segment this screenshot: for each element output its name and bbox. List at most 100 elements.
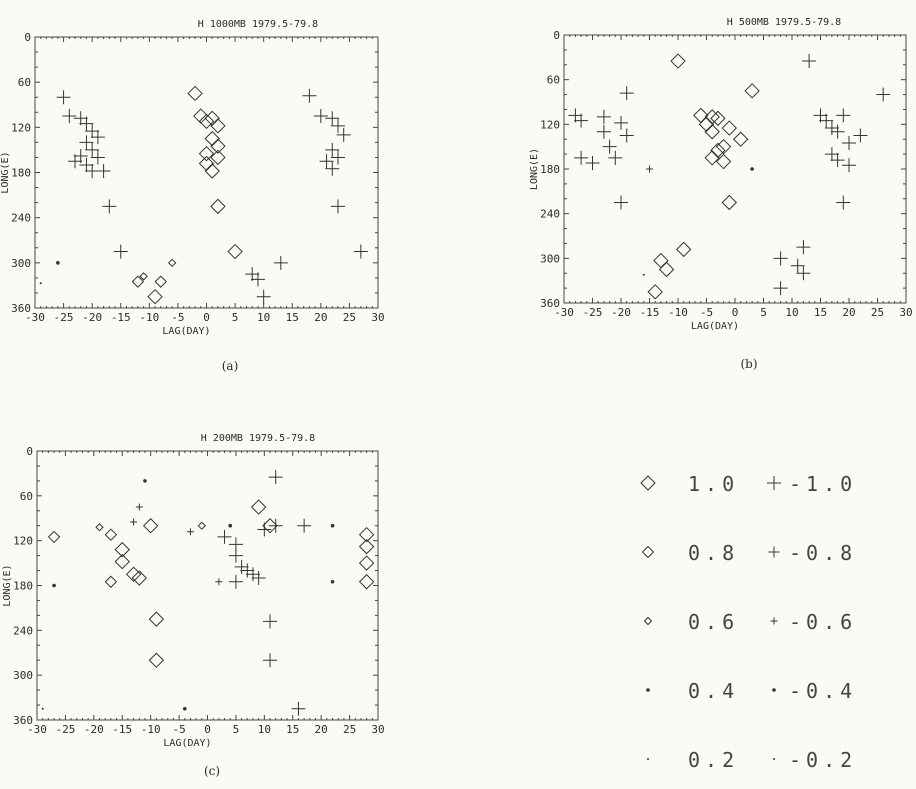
y-tick-label: 180 <box>13 580 33 593</box>
plus-marker <box>353 244 368 259</box>
legend: 1.0 -1.0 0.8 -0.8 0.6 -0.6 0.4 -0.4 0.2 -0.2 <box>640 472 852 772</box>
diamond-marker <box>187 85 203 102</box>
y-tick-label: 360 <box>11 302 31 315</box>
plus-marker <box>257 522 272 537</box>
y-tick-label: 120 <box>13 535 33 548</box>
diamond-marker <box>715 138 732 155</box>
chart-title: H 500MB 1979.5-79.8 <box>727 17 841 28</box>
x-tick-label: -10 <box>141 723 161 736</box>
plus-marker <box>824 147 839 162</box>
diamond-marker <box>131 275 145 288</box>
diamond-marker <box>147 289 163 305</box>
x-tick-label: 10 <box>258 723 271 736</box>
diamond-marker <box>653 252 669 269</box>
y-tick-label: 120 <box>540 118 560 131</box>
panel-caption: (b) <box>740 357 757 371</box>
plus-marker <box>790 258 805 273</box>
x-tick-label: 0 <box>204 723 211 736</box>
dot-marker <box>143 479 147 483</box>
plus-marker <box>90 130 105 145</box>
plus-marker <box>251 571 266 586</box>
plus-marker <box>73 148 88 163</box>
x-tick-label: -15 <box>640 306 660 319</box>
plus-marker <box>273 255 288 270</box>
plus-marker <box>574 150 589 165</box>
y-tick-label: 0 <box>553 29 560 42</box>
x-tick-label: -30 <box>25 311 45 324</box>
diamond-marker <box>167 258 177 268</box>
plus-marker <box>325 111 340 126</box>
plus-marker <box>186 528 194 536</box>
plus-marker <box>770 617 778 625</box>
plus-marker <box>79 116 94 131</box>
plus-marker <box>796 266 811 281</box>
dot-marker <box>41 707 44 710</box>
x-tick-label: -30 <box>554 306 574 319</box>
plus-marker <box>90 150 105 165</box>
chart-panel-c: H 200MB 1979.5-79.8 -30 -25 -20 -15 -10 -5 0 5 10… <box>2 433 385 778</box>
diamond-marker <box>640 475 656 491</box>
diamond-marker <box>193 108 209 124</box>
plus-marker <box>297 518 312 533</box>
dot-marker <box>642 273 645 276</box>
y-axis-label: LONG(E) <box>0 151 11 193</box>
y-tick-label: 180 <box>11 167 31 180</box>
plus-marker <box>319 154 334 169</box>
plus-marker <box>291 701 306 716</box>
diamond-marker <box>197 521 207 530</box>
plus-marker <box>768 546 780 558</box>
dot-marker <box>772 688 776 692</box>
y-tick-label: 240 <box>540 208 560 221</box>
diamond-marker <box>647 284 663 300</box>
y-tick-label: 240 <box>11 212 31 225</box>
x-axis-label: LAG(DAY) <box>163 738 211 749</box>
x-tick-label: -5 <box>172 723 185 736</box>
y-tick-label: 300 <box>11 257 31 270</box>
dot-marker <box>56 261 60 265</box>
legend-item: -0.6 <box>770 610 852 634</box>
diamond-marker <box>721 194 738 211</box>
y-tick-label: 60 <box>18 76 31 89</box>
x-tick-label: -20 <box>82 311 102 324</box>
diamond-marker <box>358 526 375 543</box>
plus-marker <box>330 118 345 133</box>
plus-marker <box>614 115 628 130</box>
diamond-marker <box>744 83 760 99</box>
plus-marker <box>330 199 345 214</box>
plus-marker <box>773 251 788 266</box>
plus-marker <box>325 161 340 176</box>
legend-item: 0.6 <box>643 610 734 634</box>
plus-marker <box>130 518 138 526</box>
plus-marker <box>263 614 278 629</box>
plus-marker <box>217 529 232 544</box>
diamond-marker <box>698 116 715 133</box>
plus-marker <box>619 86 634 101</box>
plus-marker <box>263 653 278 668</box>
diamond-marker <box>95 523 104 532</box>
plus-marker <box>79 157 94 172</box>
dot-marker <box>646 688 650 692</box>
x-tick-label: 30 <box>899 306 912 319</box>
x-tick-label: -25 <box>583 306 603 319</box>
legend-item: 1.0 <box>640 472 739 496</box>
x-tick-label: 15 <box>286 311 299 324</box>
y-tick-label: 0 <box>24 31 31 44</box>
dot-marker <box>330 523 335 528</box>
plus-marker <box>325 142 340 157</box>
y-axis-label: LONG(E) <box>529 148 540 190</box>
y-tick-label: 180 <box>540 163 560 176</box>
plus-marker <box>830 124 845 139</box>
x-axis-label: LAG(DAY) <box>691 321 739 332</box>
x-tick-label: 0 <box>732 306 739 319</box>
diamond-marker <box>210 138 226 154</box>
diamond-marker <box>641 545 655 559</box>
x-tick-label: 25 <box>343 723 356 736</box>
diamond-marker <box>704 109 720 125</box>
plot-frame <box>563 34 907 304</box>
x-tick-label: 30 <box>371 723 384 736</box>
legend-label: 1.0 <box>688 472 739 496</box>
x-tick-label: -10 <box>668 306 688 319</box>
dot-marker <box>182 706 187 711</box>
diamond-marker <box>204 130 220 147</box>
